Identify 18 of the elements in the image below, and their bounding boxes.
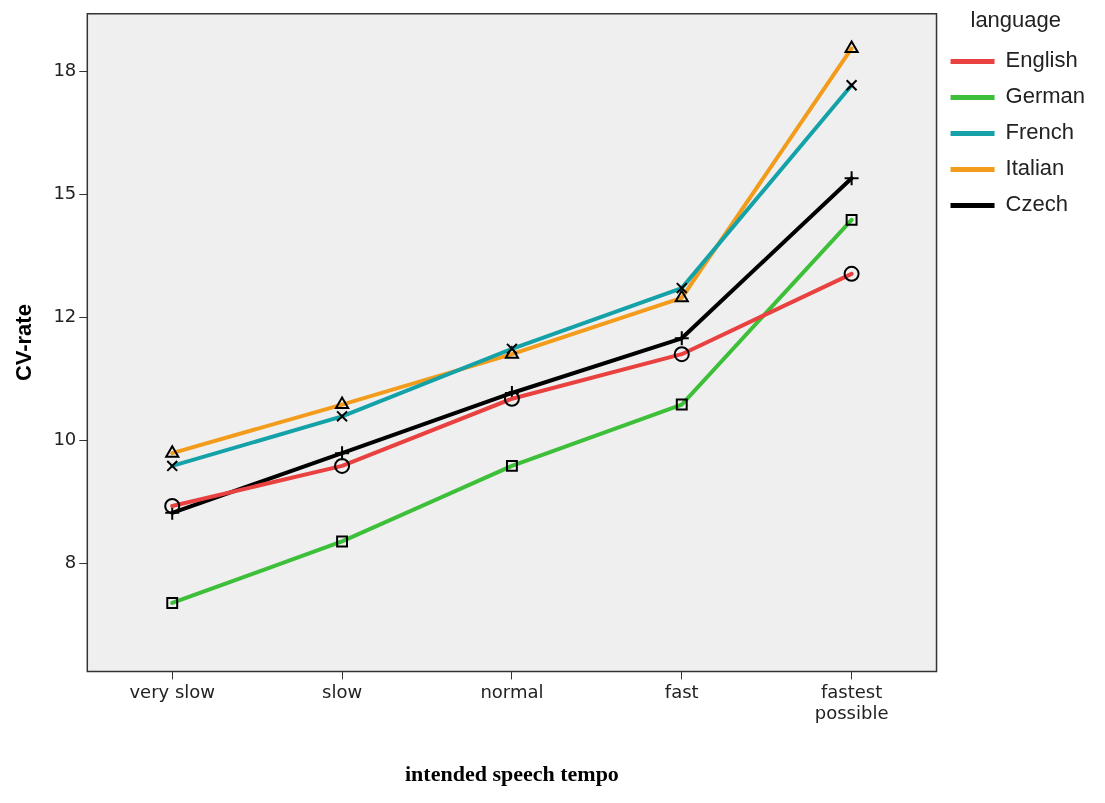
legend-label: German bbox=[1005, 83, 1086, 109]
y-tick-label: 8 bbox=[64, 551, 77, 573]
y-tick-label: 12 bbox=[53, 305, 77, 327]
y-tick-label: 15 bbox=[53, 182, 77, 204]
legend-label: French bbox=[1005, 119, 1075, 145]
x-tick-label: very slow bbox=[129, 680, 216, 702]
x-tick-label: slow bbox=[322, 680, 363, 702]
legend-label: Czech bbox=[1005, 191, 1068, 217]
y-tick-label: 10 bbox=[53, 428, 77, 450]
legend-label: English bbox=[1005, 47, 1078, 73]
x-axis-title: intended speech tempo bbox=[404, 761, 619, 787]
x-tick-label: fast bbox=[664, 680, 699, 702]
x-tick-label: normal bbox=[480, 680, 544, 702]
legend-title: language bbox=[970, 7, 1062, 33]
legend-label: Italian bbox=[1005, 155, 1065, 181]
y-axis-title: CV-rate bbox=[11, 304, 37, 382]
x-tick-label: fastest possible bbox=[814, 680, 889, 724]
y-tick-label: 18 bbox=[53, 59, 77, 81]
